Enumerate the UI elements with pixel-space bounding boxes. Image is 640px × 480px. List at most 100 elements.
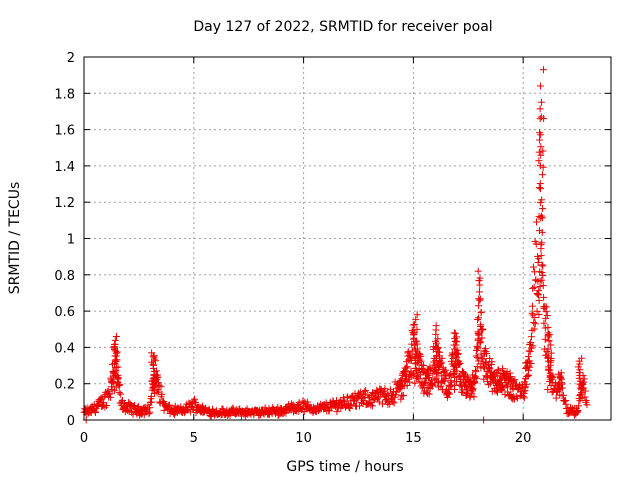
data-point	[482, 350, 490, 358]
data-point	[477, 309, 485, 317]
data-point	[440, 367, 448, 375]
data-point	[546, 369, 554, 377]
x-tick-label: 0	[80, 431, 88, 446]
data-point	[536, 227, 544, 235]
data-point	[417, 357, 425, 365]
data-point	[192, 399, 200, 407]
data-point	[420, 362, 428, 370]
data-point	[362, 386, 370, 394]
data-point	[537, 143, 545, 151]
data-point	[503, 368, 511, 376]
data-point	[115, 382, 123, 390]
data-point	[532, 240, 540, 248]
data-point	[576, 392, 584, 400]
data-point	[528, 302, 536, 310]
data-point	[539, 147, 547, 155]
data-point	[535, 287, 543, 295]
data-point	[575, 369, 583, 377]
data-point	[538, 239, 546, 247]
data-point	[557, 369, 565, 377]
data-point	[381, 385, 389, 393]
data-points	[80, 66, 591, 424]
data-point	[420, 380, 428, 388]
data-point	[404, 348, 412, 356]
data-point	[475, 295, 483, 303]
data-point	[539, 271, 547, 279]
data-point	[536, 115, 544, 123]
y-tick-label: 1.8	[54, 87, 75, 102]
data-point	[527, 359, 535, 367]
data-point	[442, 371, 450, 379]
data-point	[360, 388, 368, 396]
data-point	[333, 408, 341, 416]
data-point	[538, 261, 546, 269]
data-point	[520, 388, 528, 396]
data-point	[474, 316, 482, 324]
data-point	[111, 371, 119, 379]
data-point	[476, 281, 484, 289]
data-point	[540, 293, 548, 301]
data-point	[411, 355, 419, 363]
data-point	[538, 269, 546, 277]
data-point	[531, 320, 539, 328]
data-point	[150, 371, 158, 379]
data-point	[528, 309, 536, 317]
data-point	[542, 308, 550, 316]
data-point	[433, 379, 441, 387]
data-point	[410, 321, 418, 329]
data-point	[535, 148, 543, 156]
data-point	[546, 361, 554, 369]
data-point	[535, 255, 543, 263]
data-point	[478, 334, 486, 342]
data-point	[477, 322, 485, 330]
data-point	[526, 363, 534, 371]
data-point	[402, 377, 410, 385]
x-tick-label: 10	[295, 431, 312, 446]
data-point	[110, 379, 118, 387]
data-point	[574, 363, 582, 371]
data-point	[410, 330, 418, 338]
data-point	[183, 406, 191, 414]
data-point	[535, 157, 543, 165]
data-point	[525, 353, 533, 361]
data-point	[150, 355, 158, 363]
data-point	[504, 381, 512, 389]
data-point	[538, 98, 546, 106]
data-point	[529, 284, 537, 292]
data-point	[435, 383, 443, 391]
data-point	[117, 390, 125, 398]
data-point	[477, 364, 485, 372]
data-point	[150, 386, 158, 394]
data-point	[433, 352, 441, 360]
data-point	[475, 288, 483, 296]
data-point	[547, 381, 555, 389]
data-point	[539, 282, 547, 290]
data-point	[474, 267, 482, 275]
data-point	[432, 322, 440, 330]
y-tick-label: 0.8	[54, 269, 75, 284]
data-point	[429, 382, 437, 390]
data-point	[535, 184, 543, 192]
data-point	[432, 339, 440, 347]
data-point	[432, 365, 440, 373]
data-point	[148, 349, 156, 357]
data-point	[583, 401, 591, 409]
data-point	[582, 397, 590, 405]
data-point	[411, 379, 419, 387]
data-point	[110, 367, 118, 375]
data-point	[409, 321, 417, 329]
data-point	[110, 360, 118, 368]
data-point	[91, 408, 99, 416]
data-point	[452, 357, 460, 365]
data-point	[410, 369, 418, 377]
data-point	[383, 389, 391, 397]
data-point	[543, 312, 551, 320]
data-point	[456, 359, 464, 367]
data-point	[390, 399, 398, 407]
data-point	[476, 274, 484, 282]
data-point	[578, 354, 586, 362]
data-point	[576, 380, 584, 388]
data-point	[494, 366, 502, 374]
data-point	[112, 333, 120, 341]
data-point	[544, 345, 552, 353]
